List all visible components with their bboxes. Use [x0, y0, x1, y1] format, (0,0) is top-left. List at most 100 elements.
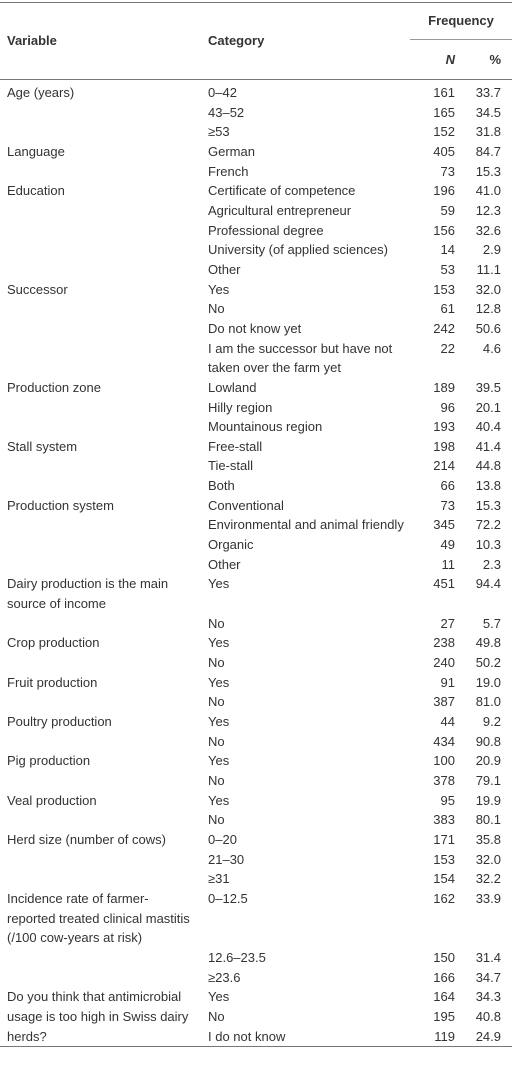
table-row: Fruit production Yes 91 19.0: [0, 673, 512, 693]
table-row: Herd size (number of cows) 0–20 171 35.8: [0, 830, 512, 850]
pct-cell: 39.5: [475, 379, 501, 395]
pct-cell: 41.4: [475, 438, 501, 454]
variable-cell: Dairy production is the main source of i…: [7, 576, 169, 612]
header-frequency: Frequency: [410, 2, 512, 40]
variable-cell: Age (years): [7, 85, 75, 100]
category-cell: 21–30: [208, 851, 245, 867]
category-cell: Yes: [208, 674, 230, 690]
variable-cell: Veal production: [7, 792, 97, 808]
category-cell: Yes: [208, 989, 230, 1005]
variable-cell: [0, 122, 204, 142]
category-cell: Mountainous region: [208, 419, 323, 435]
variable-cell: [0, 535, 204, 555]
category-cell: Free-stall: [208, 438, 263, 454]
category-cell: Do not know yet: [208, 320, 302, 336]
table-row: Age (years) 0–42 161 33.7: [0, 80, 512, 103]
variable-cell: [0, 948, 204, 968]
table-row: Tie-stall 214 44.8: [0, 456, 512, 476]
category-cell: Agricultural entrepreneur: [208, 202, 352, 218]
table-row: ≥53 152 31.8: [0, 122, 512, 142]
n-cell: 345: [433, 517, 455, 533]
table-row: Stall system Free-stall 198 41.4: [0, 437, 512, 457]
n-cell: 53: [440, 261, 455, 277]
category-cell: No: [208, 301, 225, 317]
category-cell: Conventional: [208, 497, 284, 513]
n-cell: 152: [433, 124, 455, 140]
n-cell: 165: [433, 104, 455, 120]
table-row: Language German 405 84.7: [0, 142, 512, 162]
n-cell: 378: [433, 772, 455, 788]
pct-cell: 19.0: [475, 674, 501, 690]
pct-cell: 50.2: [475, 655, 501, 671]
table-row: Mountainous region 193 40.4: [0, 417, 512, 437]
table-row: Pig production Yes 100 20.9: [0, 751, 512, 771]
variable-cell: Crop production: [7, 635, 100, 651]
n-cell: 153: [433, 281, 455, 297]
variable-cell: [0, 162, 204, 182]
variable-cell: Pig production: [7, 753, 91, 769]
table-row: Successor Yes 153 32.0: [0, 280, 512, 300]
n-cell: 189: [433, 379, 455, 395]
variable-cell: Fruit production: [7, 674, 98, 690]
variable-cell: [0, 221, 204, 241]
variable-cell: Language: [7, 143, 65, 159]
n-cell: 162: [433, 890, 455, 906]
table-row: 21–30 153 32.0: [0, 850, 512, 870]
table-row: Education Certificate of competence 196 41.…: [0, 181, 512, 201]
n-cell: 49: [440, 537, 455, 553]
n-cell: 91: [440, 674, 455, 690]
variable-cell: [0, 692, 204, 712]
variable-cell: [0, 417, 204, 437]
header-pct: %: [489, 51, 501, 67]
pct-cell: 19.9: [475, 792, 501, 808]
pct-cell: 15.3: [475, 163, 501, 179]
category-cell: No: [208, 655, 225, 671]
pct-cell: 32.0: [475, 281, 501, 297]
pct-cell: 20.1: [475, 399, 501, 415]
variable-cell: Incidence rate of farmer-reported treate…: [7, 890, 190, 946]
variable-cell: [0, 515, 204, 535]
pct-cell: 31.8: [475, 124, 501, 140]
table-row: ≥31 154 32.2: [0, 869, 512, 889]
header-category: Category: [208, 33, 265, 49]
category-cell: I am the successor but have not taken ov…: [208, 340, 393, 376]
pct-cell: 2.3: [482, 556, 501, 572]
table-header: Variable Category Frequency N %: [0, 2, 512, 80]
table-row: Hilly region 96 20.1: [0, 398, 512, 418]
table-row: Crop production Yes 238 49.8: [0, 633, 512, 653]
variable-cell: [0, 398, 204, 418]
table-row: Other 11 2.3: [0, 555, 512, 575]
n-cell: 451: [433, 576, 455, 592]
table-row: No 378 79.1: [0, 771, 512, 791]
data-table: Variable Category Frequency N % Age (yea…: [0, 2, 512, 1048]
table-row: French 73 15.3: [0, 162, 512, 182]
header-n: N: [445, 51, 455, 67]
category-cell: ≥31: [208, 871, 230, 887]
pct-cell: 44.8: [475, 458, 501, 474]
table-row: Dairy production is the main source of i…: [0, 574, 512, 613]
n-cell: 238: [433, 635, 455, 651]
category-cell: No: [208, 812, 225, 828]
category-cell: No: [208, 1008, 225, 1024]
table-row: Other 53 11.1: [0, 260, 512, 280]
category-cell: 0–12.5: [208, 890, 248, 906]
table-row: Agricultural entrepreneur 59 12.3: [0, 201, 512, 221]
pct-cell: 31.4: [475, 949, 501, 965]
pct-cell: 40.4: [475, 419, 501, 435]
n-cell: 154: [433, 871, 455, 887]
table-row: Veal production Yes 95 19.9: [0, 791, 512, 811]
table-row: No 240 50.2: [0, 653, 512, 673]
category-cell: 0–42: [208, 85, 237, 100]
table-row: Do you think that antimicrobial usage is…: [0, 987, 512, 1043]
n-cell: 73: [440, 163, 455, 179]
pct-cell: 9.2: [482, 714, 501, 729]
variable-cell: [0, 869, 204, 889]
n-cell: 195: [433, 1008, 455, 1024]
pct-cell: 13.8: [475, 478, 501, 494]
pct-cell: 90.8: [475, 733, 501, 749]
category-cell: No: [208, 694, 225, 710]
table-row: Both 66 13.8: [0, 476, 512, 496]
variable-cell: [0, 103, 204, 123]
